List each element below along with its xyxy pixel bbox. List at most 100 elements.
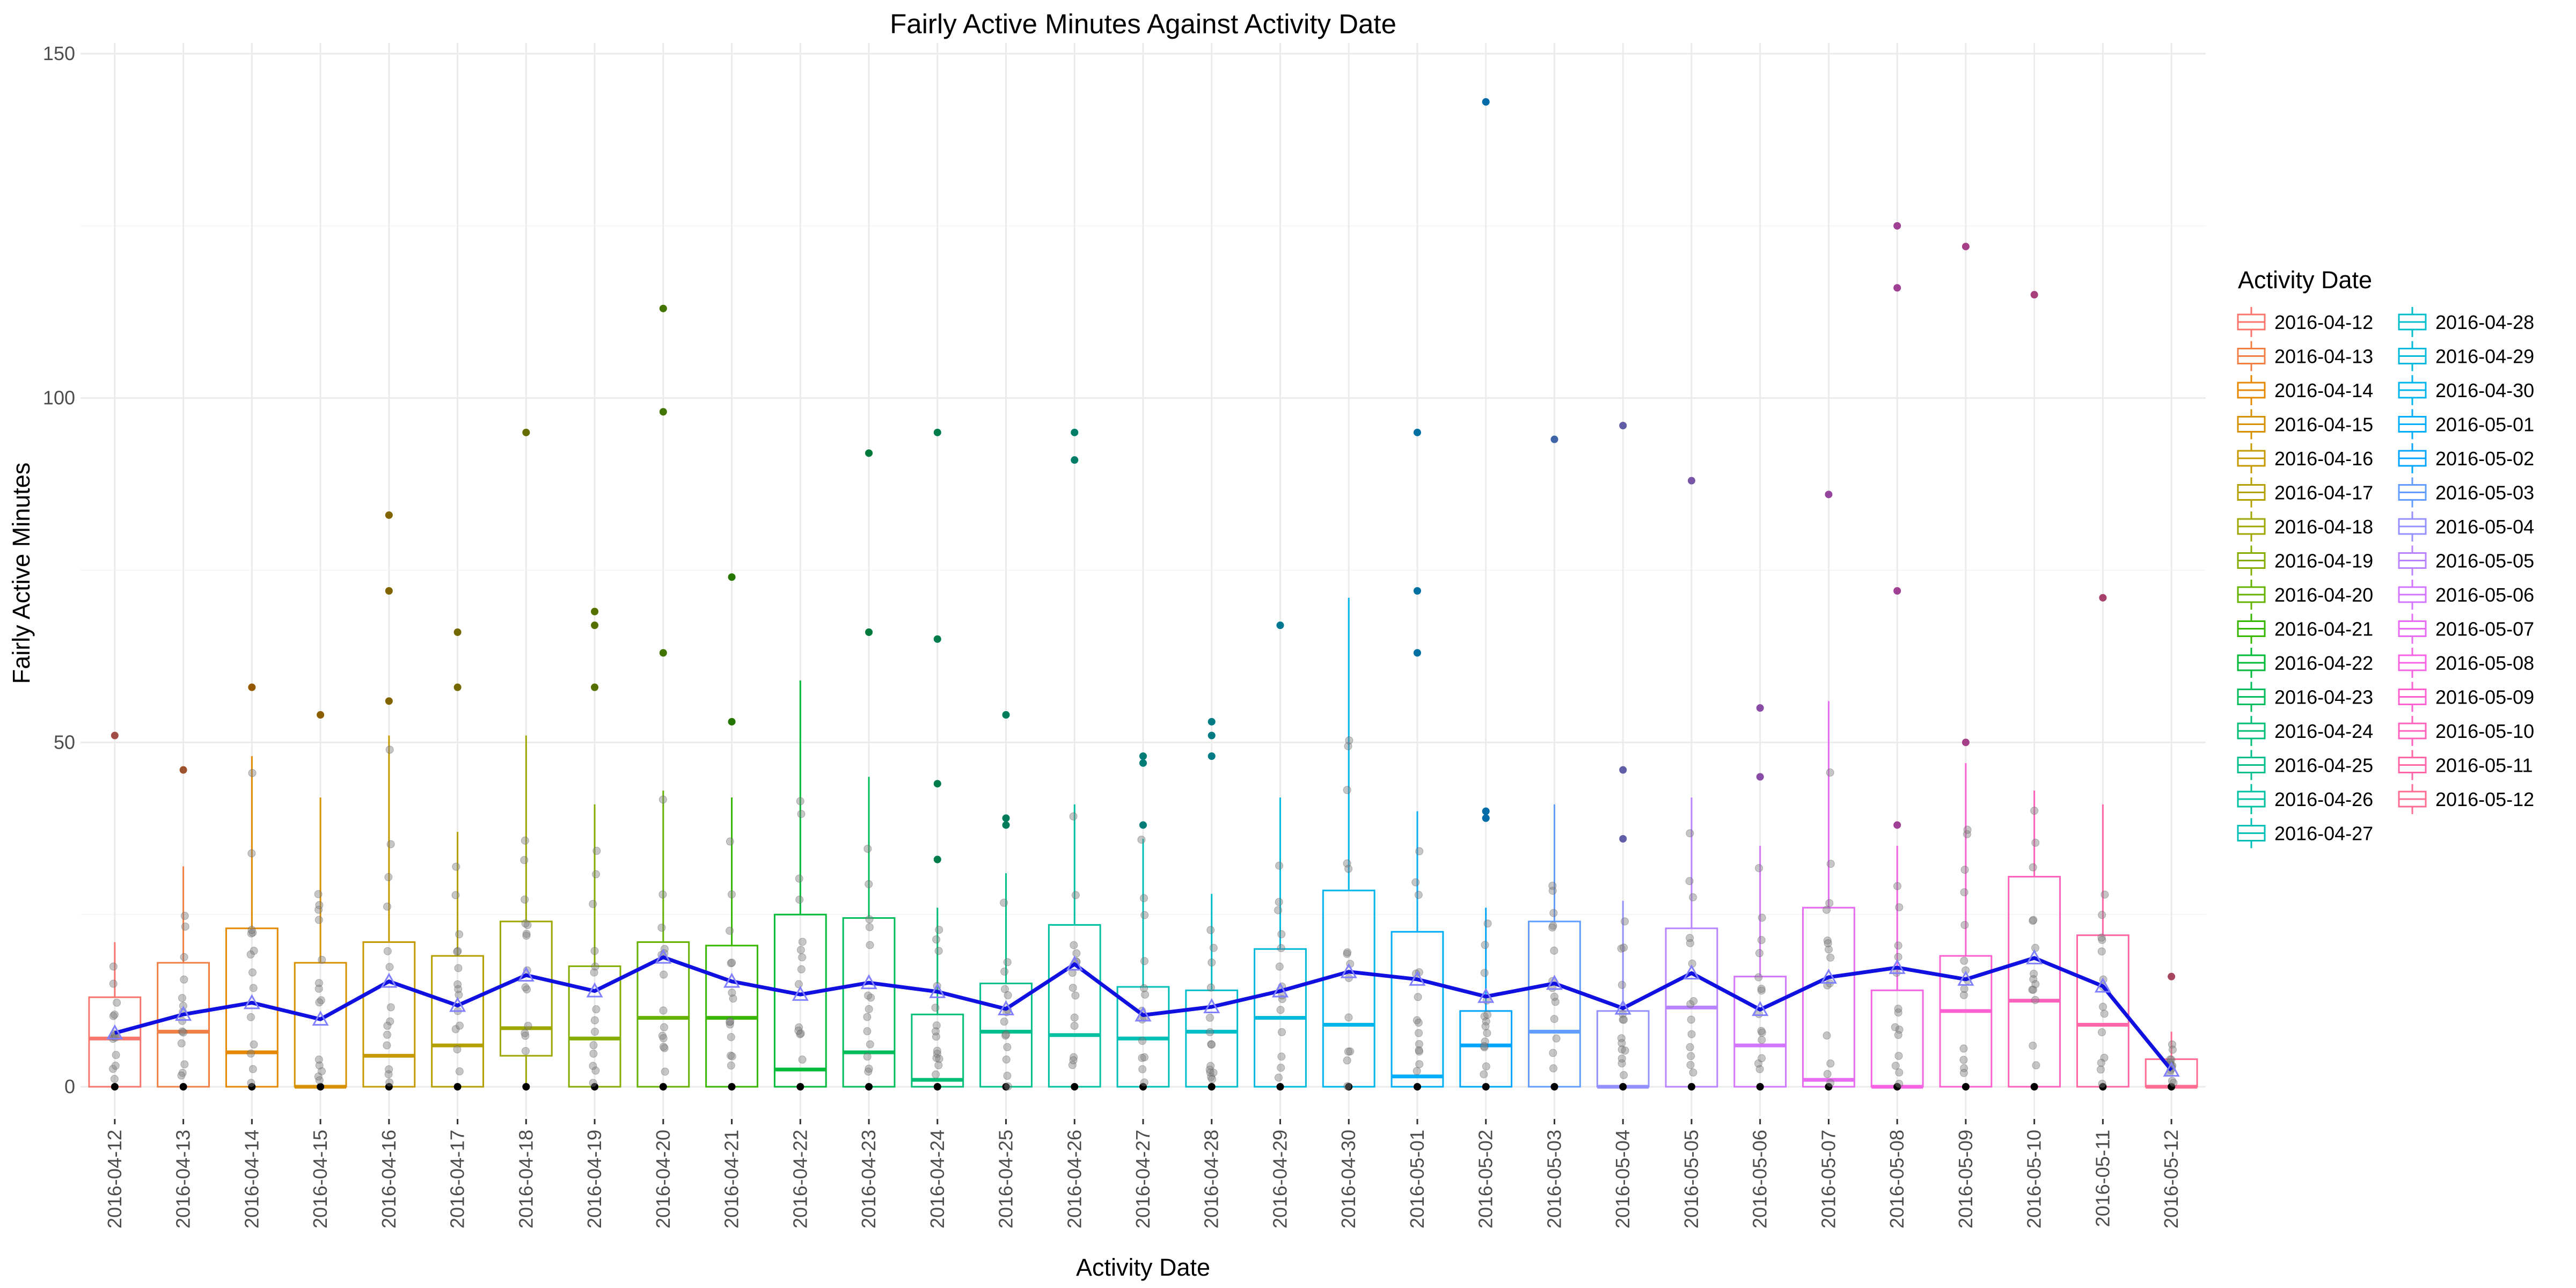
data-point (1755, 949, 1763, 957)
data-point (314, 1072, 323, 1081)
data-point (933, 1049, 941, 1058)
mean-marker (1477, 987, 1495, 1003)
data-point (798, 1055, 807, 1064)
outlier-overlay (1139, 752, 1147, 760)
data-point (1002, 1055, 1011, 1064)
legend-label: 2016-04-17 (2274, 482, 2373, 504)
legend-item-2016-04-23: 2016-04-23 (2237, 682, 2373, 712)
data-point (794, 1027, 803, 1035)
outlier-overlay (1208, 752, 1216, 760)
data-point (795, 874, 803, 883)
data-point (386, 1017, 394, 1026)
data-point (385, 1065, 393, 1074)
data-point (1757, 986, 1766, 995)
x-tick-label: 2016-04-12 (104, 1130, 126, 1228)
data-point (1205, 1065, 1214, 1074)
outlier-overlay (1071, 456, 1079, 464)
outlier-point (1208, 731, 1216, 740)
data-point (1414, 890, 1423, 899)
data-point (2030, 807, 2039, 815)
legend-item-2016-04-12: 2016-04-12 (2237, 307, 2373, 337)
data-point (317, 996, 325, 1005)
data-point (1618, 1045, 1626, 1053)
data-point (1894, 941, 1902, 950)
data-point (1549, 909, 1558, 917)
zero-point (2099, 1083, 2107, 1091)
mean-marker (929, 983, 946, 998)
data-point (865, 915, 874, 924)
outlier-overlay (1619, 766, 1627, 774)
x-tick-label: 2016-04-13 (172, 1130, 194, 1228)
mean-marker (449, 997, 466, 1012)
data-point (111, 1062, 120, 1070)
data-point (1482, 1062, 1490, 1071)
data-point (452, 862, 460, 871)
legend-label: 2016-04-25 (2274, 755, 2373, 777)
legend-label: 2016-04-12 (2274, 311, 2373, 333)
data-point (455, 1067, 464, 1075)
data-point (2168, 1077, 2176, 1085)
legend-item-2016-04-16: 2016-04-16 (2237, 443, 2373, 473)
data-point (1480, 1043, 1489, 1051)
outlier-overlay (591, 683, 599, 691)
data-point (2032, 1061, 2040, 1070)
y-tick-label: 50 (54, 731, 75, 753)
data-point (864, 1067, 873, 1076)
data-point (247, 849, 256, 858)
outlier-point (591, 683, 599, 691)
legend-item-2016-04-24: 2016-04-24 (2237, 716, 2373, 746)
data-point (1480, 1070, 1488, 1079)
data-point (314, 979, 323, 987)
data-point (589, 1041, 598, 1050)
data-point (2169, 1079, 2178, 1087)
data-point (1824, 945, 1833, 954)
outlier-overlay (2099, 594, 2107, 602)
legend-label: 2016-04-15 (2274, 414, 2373, 436)
outlier-overlay (1002, 814, 1010, 822)
zero-point (111, 1083, 119, 1091)
outlier-overlay (1413, 649, 1421, 657)
x-tick-label: 2016-04-18 (515, 1130, 537, 1228)
outlier-overlay (933, 428, 941, 436)
data-point (1755, 1065, 1764, 1073)
legend-label: 2016-04-29 (2435, 346, 2534, 368)
data-point (660, 1044, 669, 1052)
data-point (1000, 1018, 1008, 1026)
mean-marker (1271, 982, 1289, 998)
legend-item-2016-05-01: 2016-05-01 (2398, 409, 2534, 440)
legend-label: 2016-04-14 (2274, 379, 2373, 401)
legend-label: 2016-04-24 (2274, 720, 2373, 742)
data-point (179, 1028, 188, 1037)
outlier-overlay (659, 304, 667, 312)
boxplot-2016-04-28 (1185, 718, 1239, 1088)
zero-point (1825, 1083, 1833, 1091)
legend-item-2016-04-28: 2016-04-28 (2398, 307, 2534, 337)
mean-marker (243, 994, 260, 1009)
data-point (385, 963, 394, 971)
data-point (314, 984, 323, 993)
data-point (180, 975, 188, 984)
data-point (1689, 1068, 1697, 1077)
outlier-overlay (1962, 738, 1970, 747)
outlier-point (1619, 422, 1627, 429)
data-point (1960, 1064, 1968, 1072)
data-point (863, 1027, 872, 1036)
outlier-point (591, 608, 599, 616)
data-point (1206, 1062, 1215, 1070)
outlier-point (1550, 435, 1558, 443)
data-point (1001, 985, 1009, 993)
data-point (591, 962, 599, 971)
data-point (863, 1013, 872, 1021)
data-point (1276, 1006, 1285, 1014)
legend-item-2016-04-20: 2016-04-20 (2237, 580, 2373, 610)
data-point (1686, 829, 1694, 838)
data-point (248, 769, 257, 777)
data-point (2101, 890, 2109, 899)
outlier-overlay (1482, 814, 1490, 822)
data-point (1141, 990, 1150, 999)
data-point (589, 899, 597, 908)
data-point (1959, 1056, 1968, 1064)
box (499, 920, 553, 1057)
outlier-overlay (1619, 422, 1627, 429)
